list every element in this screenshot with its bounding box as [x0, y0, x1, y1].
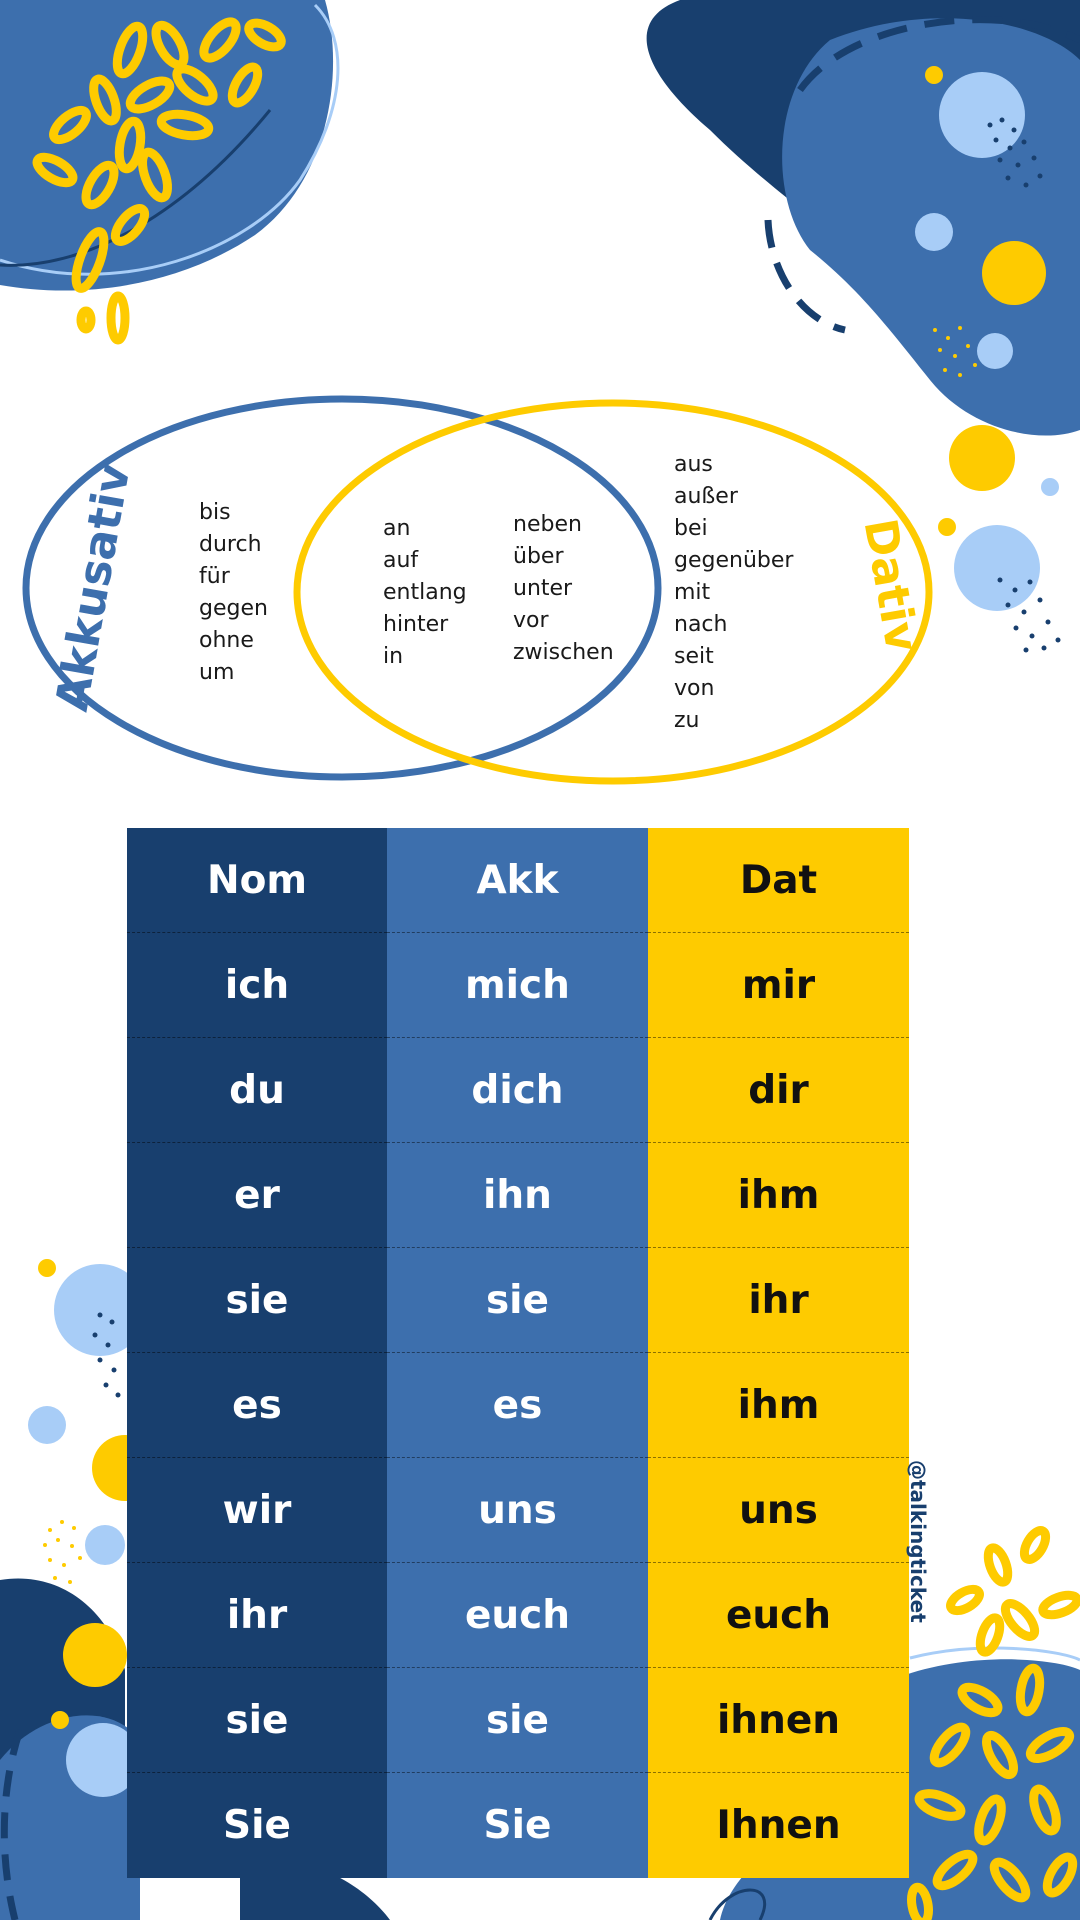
akkusativ-prepositions: bis durch für gegen ohne um: [199, 497, 268, 689]
preposition-item: von: [674, 676, 715, 701]
header-dat: Dat: [648, 828, 909, 933]
dativ-prepositions: aus außer bei gegenüber mit nach seit von zu: [674, 449, 793, 737]
preposition-item: über: [513, 544, 564, 569]
preposition-item: bei: [674, 516, 708, 541]
dative-cell: ihnen: [648, 1668, 909, 1773]
dative-cell: dir: [648, 1038, 909, 1143]
accusative-cell: sie: [387, 1668, 648, 1773]
dative-cell: uns: [648, 1458, 909, 1563]
accusative-cell: Sie: [387, 1773, 648, 1878]
nominative-cell: ich: [127, 933, 387, 1038]
top-left-yellow-petals: [32, 17, 286, 345]
preposition-item: nach: [674, 612, 728, 637]
preposition-item: außer: [674, 484, 738, 509]
preposition-item: gegen: [199, 596, 268, 621]
nominative-cell: ihr: [127, 1563, 387, 1668]
preposition-item: auf: [383, 548, 419, 573]
preposition-item: seit: [674, 644, 714, 669]
bottom-left-dashed: [0, 1728, 24, 1920]
preposition-item: zu: [674, 708, 700, 733]
accusative-cell: sie: [387, 1248, 648, 1353]
accusative-cell: dich: [387, 1038, 648, 1143]
nominative-cell: sie: [127, 1248, 387, 1353]
akkusativ-label: Akkusativ: [45, 460, 141, 716]
preposition-item: aus: [674, 452, 713, 477]
shared-prepositions-col2: neben über unter vor zwischen: [513, 509, 614, 669]
accusative-cell: ihn: [387, 1143, 648, 1248]
preposition-item: gegenüber: [674, 548, 794, 573]
preposition-item: hinter: [383, 612, 449, 637]
bottom-right-yellow-petals: [907, 1526, 1080, 1920]
dative-cell: ihm: [648, 1143, 909, 1248]
accusative-cell: euch: [387, 1563, 648, 1668]
preposition-item: entlang: [383, 580, 467, 605]
header-nom: Nom: [127, 828, 387, 933]
bottom-right-outline: [909, 1646, 1080, 1662]
accusative-cell: uns: [387, 1458, 648, 1563]
preposition-item: ohne: [199, 628, 254, 653]
bottom-right-line: [708, 1888, 767, 1920]
preposition-item: durch: [199, 532, 262, 557]
shared-prepositions-col1: an auf entlang hinter in: [383, 513, 467, 673]
accusative-cell: mich: [387, 933, 648, 1038]
nominative-cell: Sie: [127, 1773, 387, 1878]
preposition-item: unter: [513, 576, 573, 601]
preposition-item: zwischen: [513, 640, 614, 665]
header-akk: Akk: [387, 828, 648, 933]
nominative-cell: sie: [127, 1668, 387, 1773]
top-left-outline: [0, 3, 340, 276]
akkusativ-ellipse: [22, 395, 662, 781]
preposition-item: bis: [199, 500, 231, 525]
preposition-item: neben: [513, 512, 582, 537]
dative-cell: ihr: [648, 1248, 909, 1353]
yellow-dot-cluster: [933, 326, 977, 377]
nominative-cell: wir: [127, 1458, 387, 1563]
dative-cell: euch: [648, 1563, 909, 1668]
dot-cluster: [987, 117, 1061, 653]
preposition-item: an: [383, 516, 411, 541]
nominative-cell: er: [127, 1143, 387, 1248]
dative-cell: Ihnen: [648, 1773, 909, 1878]
accusative-cell: es: [387, 1353, 648, 1458]
pronoun-table: Nom Akk Dat ich mich mir du dich dir er ihn ihm s…: [127, 828, 909, 1878]
dative-cell: ihm: [648, 1353, 909, 1458]
preposition-item: vor: [513, 608, 549, 633]
left-dot-cluster: [92, 1312, 121, 1398]
dative-cell: mir: [648, 933, 909, 1038]
preposition-item: mit: [674, 580, 711, 605]
nominative-cell: es: [127, 1353, 387, 1458]
preposition-item: für: [199, 564, 230, 589]
dativ-ellipse: [293, 399, 933, 785]
left-yellow-dots: [43, 1520, 82, 1584]
preposition-item: in: [383, 644, 404, 669]
top-right-dashed-arc-2: [764, 219, 846, 334]
social-handle: @talkingticket: [906, 1460, 930, 1623]
nominative-cell: du: [127, 1038, 387, 1143]
top-right-dashed-arc: [797, 16, 1080, 93]
preposition-item: um: [199, 660, 235, 685]
